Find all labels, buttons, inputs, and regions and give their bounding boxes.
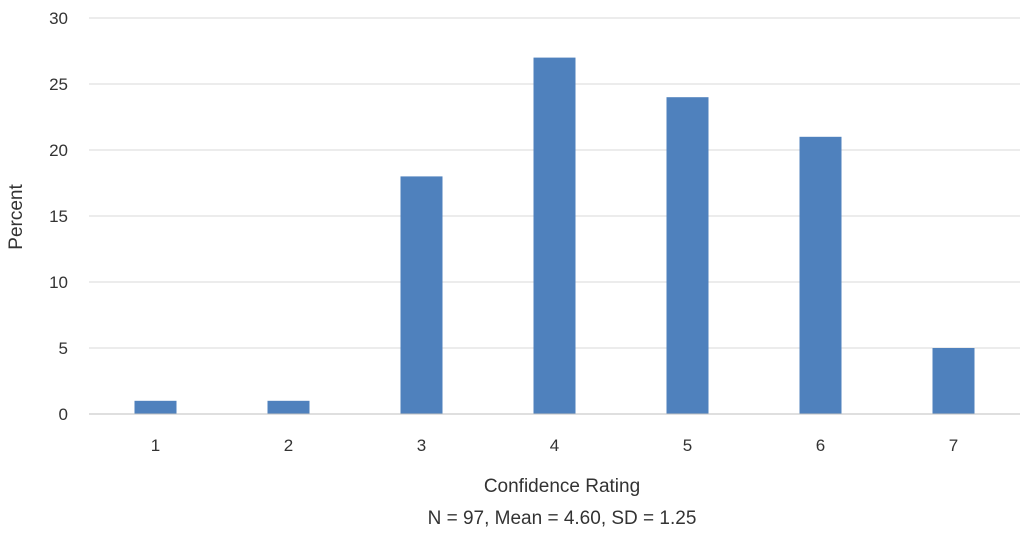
y-axis-title: Percent xyxy=(6,184,27,250)
x-tick-label: 5 xyxy=(683,436,692,455)
x-tick-label: 7 xyxy=(949,436,958,455)
y-tick-labels: 0 5 10 15 20 25 30 xyxy=(49,9,68,424)
bar-5 xyxy=(666,97,709,414)
bar-7 xyxy=(932,348,975,414)
x-axis-subtitle: N = 97, Mean = 4.60, SD = 1.25 xyxy=(428,508,697,529)
y-tick-label: 20 xyxy=(49,141,68,160)
bar-2 xyxy=(267,400,310,414)
y-tick-label: 0 xyxy=(59,405,68,424)
y-tick-label: 5 xyxy=(59,339,68,358)
x-tick-label: 2 xyxy=(284,436,293,455)
x-tick-label: 6 xyxy=(816,436,825,455)
y-tick-label: 15 xyxy=(49,207,68,226)
x-tick-label: 3 xyxy=(417,436,426,455)
y-tick-label: 25 xyxy=(49,75,68,94)
x-tick-label: 1 xyxy=(151,436,160,455)
bar-1 xyxy=(134,400,177,414)
bar-4 xyxy=(533,57,576,414)
bars xyxy=(134,57,975,415)
x-tick-label: 4 xyxy=(550,436,559,455)
y-tick-label: 30 xyxy=(49,9,68,28)
x-tick-labels: 1 2 3 4 5 6 7 xyxy=(151,436,958,455)
bar-3 xyxy=(400,176,443,414)
y-tick-label: 10 xyxy=(49,273,68,292)
bar-6 xyxy=(799,136,842,415)
x-axis-title: Confidence Rating xyxy=(484,476,640,497)
